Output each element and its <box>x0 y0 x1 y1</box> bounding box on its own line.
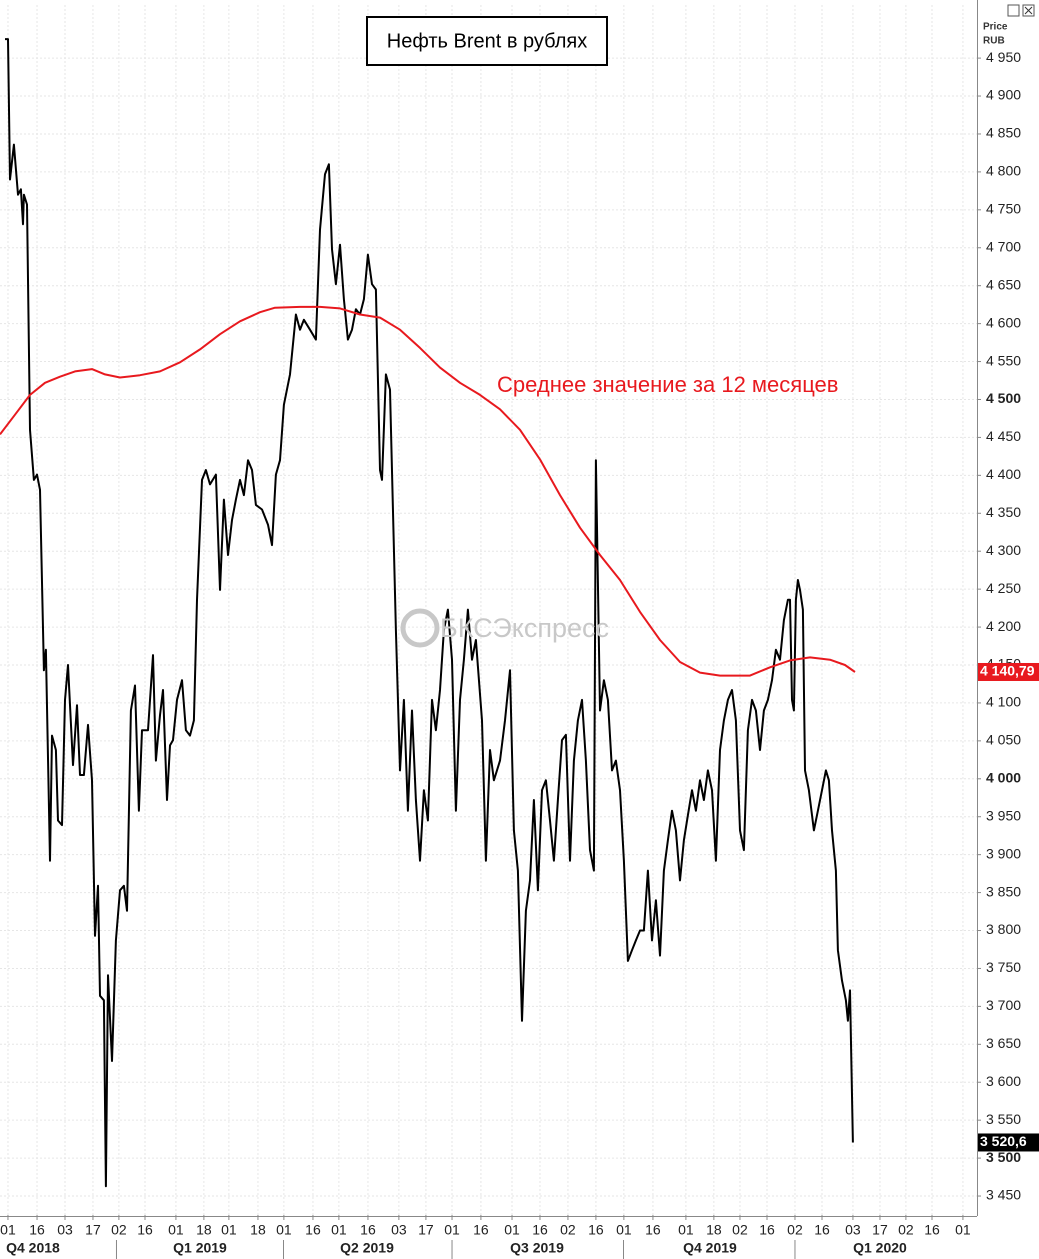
y-tick-label: 3 800 <box>986 921 1021 937</box>
x-tick-label: 16 <box>588 1222 604 1238</box>
x-tick-label: 02 <box>111 1222 127 1238</box>
x-tick-label: 16 <box>29 1222 45 1238</box>
x-tick-label: 03 <box>845 1222 861 1238</box>
y-tick-label: 4 450 <box>986 428 1021 444</box>
y-tick-label: 4 650 <box>986 276 1021 292</box>
x-tick-label: 01 <box>444 1222 460 1238</box>
x-tick-label: 16 <box>360 1222 376 1238</box>
watermark-logo <box>400 608 440 648</box>
y-tick-label: 4 750 <box>986 201 1021 217</box>
y-label: Price <box>983 22 1008 33</box>
series-line <box>5 38 854 1188</box>
y-tick-label: 3 650 <box>986 1035 1021 1051</box>
watermark: БКСЭкспресс <box>440 613 609 643</box>
y-tick-label: 4 700 <box>986 238 1021 254</box>
y-tick-label: 4 300 <box>986 542 1021 558</box>
x-tick-label: 01 <box>168 1222 184 1238</box>
x-tick-label: 16 <box>814 1222 830 1238</box>
x-tick-label: 18 <box>706 1222 722 1238</box>
x-tick-label: 16 <box>645 1222 661 1238</box>
x-tick-label: 01 <box>504 1222 520 1238</box>
quarter-label: Q4 2019 <box>683 1240 737 1256</box>
y-tick-label: 4 950 <box>986 49 1021 65</box>
x-tick-label: 01 <box>221 1222 237 1238</box>
x-tick-label: 03 <box>57 1222 73 1238</box>
x-tick-label: 01 <box>955 1222 971 1238</box>
title-box <box>366 16 608 66</box>
x-tick-label: 03 <box>391 1222 407 1238</box>
y-tick-label: 3 550 <box>986 1111 1021 1127</box>
x-tick-label: 01 <box>331 1222 347 1238</box>
annotation: Среднее значение за 12 месяцев <box>497 372 838 397</box>
x-tick-label: 18 <box>196 1222 212 1238</box>
y-tick-label: 4 550 <box>986 352 1021 368</box>
x-tick-label: 02 <box>732 1222 748 1238</box>
x-tick-label: 01 <box>0 1222 16 1238</box>
last-value-box <box>978 1133 1039 1152</box>
quarter-label: Q1 2019 <box>173 1240 227 1256</box>
x-tick-label: 01 <box>276 1222 292 1238</box>
y-tick-label: 3 600 <box>986 1073 1021 1089</box>
y-tick-label: 4 350 <box>986 504 1021 520</box>
x-tick-label: 16 <box>305 1222 321 1238</box>
y-tick-label: 4 050 <box>986 732 1021 748</box>
quarter-label: Q4 2018 <box>6 1240 60 1256</box>
y-tick-label: 3 950 <box>986 807 1021 823</box>
quarter-label: Q1 2020 <box>853 1240 907 1256</box>
plot <box>0 38 856 1188</box>
y-tick-label: 4 800 <box>986 163 1021 179</box>
x-tick-label: 18 <box>250 1222 266 1238</box>
last-value-label: 4 140,79 <box>980 663 1035 679</box>
y-tick-label: 3 850 <box>986 883 1021 899</box>
x-tick-label: 16 <box>137 1222 153 1238</box>
y-tick-label: 4 100 <box>986 694 1021 710</box>
y-unit: RUB <box>983 36 1005 47</box>
x-tick-label: 02 <box>560 1222 576 1238</box>
close-glyph <box>1024 6 1033 15</box>
grid <box>0 5 977 1215</box>
y-tick-label: 3 700 <box>986 997 1021 1013</box>
x-tick-label: 17 <box>85 1222 101 1238</box>
y-tick-label: 3 450 <box>986 1187 1021 1203</box>
y-tick-label: 4 000 <box>986 769 1021 785</box>
x-tick-label: 16 <box>532 1222 548 1238</box>
y-tick-label: 4 200 <box>986 618 1021 634</box>
x-tick-label: 17 <box>872 1222 888 1238</box>
x-tick-label: 02 <box>787 1222 803 1238</box>
last-value-box <box>978 662 1039 681</box>
y-tick-label: 4 400 <box>986 466 1021 482</box>
x-tick-label: 16 <box>473 1222 489 1238</box>
y-tick-label: 4 600 <box>986 314 1021 330</box>
quarter-label: Q2 2019 <box>340 1240 394 1256</box>
x-tick-label: 17 <box>418 1222 434 1238</box>
chart-title: Нефть Brent в рублях <box>387 30 587 52</box>
x-tick-label: 02 <box>898 1222 914 1238</box>
series-line <box>0 305 856 677</box>
last-value-label: 3 520,6 <box>980 1133 1027 1149</box>
x-tick-label: 01 <box>616 1222 632 1238</box>
y-tick-label: 3 500 <box>986 1149 1021 1165</box>
quarter-label: Q3 2019 <box>510 1240 564 1256</box>
y-tick-label: 4 850 <box>986 125 1021 141</box>
y-tick-label: 4 900 <box>986 87 1021 103</box>
y-tick-label: 4 500 <box>986 390 1021 406</box>
x-tick-label: 01 <box>678 1222 694 1238</box>
y-tick-label: 3 750 <box>986 959 1021 975</box>
y-tick-label: 4 250 <box>986 580 1021 596</box>
x-tick-label: 16 <box>759 1222 775 1238</box>
x-tick-label: 16 <box>924 1222 940 1238</box>
window-icon[interactable] <box>1007 4 1020 17</box>
y-tick-label: 3 900 <box>986 845 1021 861</box>
